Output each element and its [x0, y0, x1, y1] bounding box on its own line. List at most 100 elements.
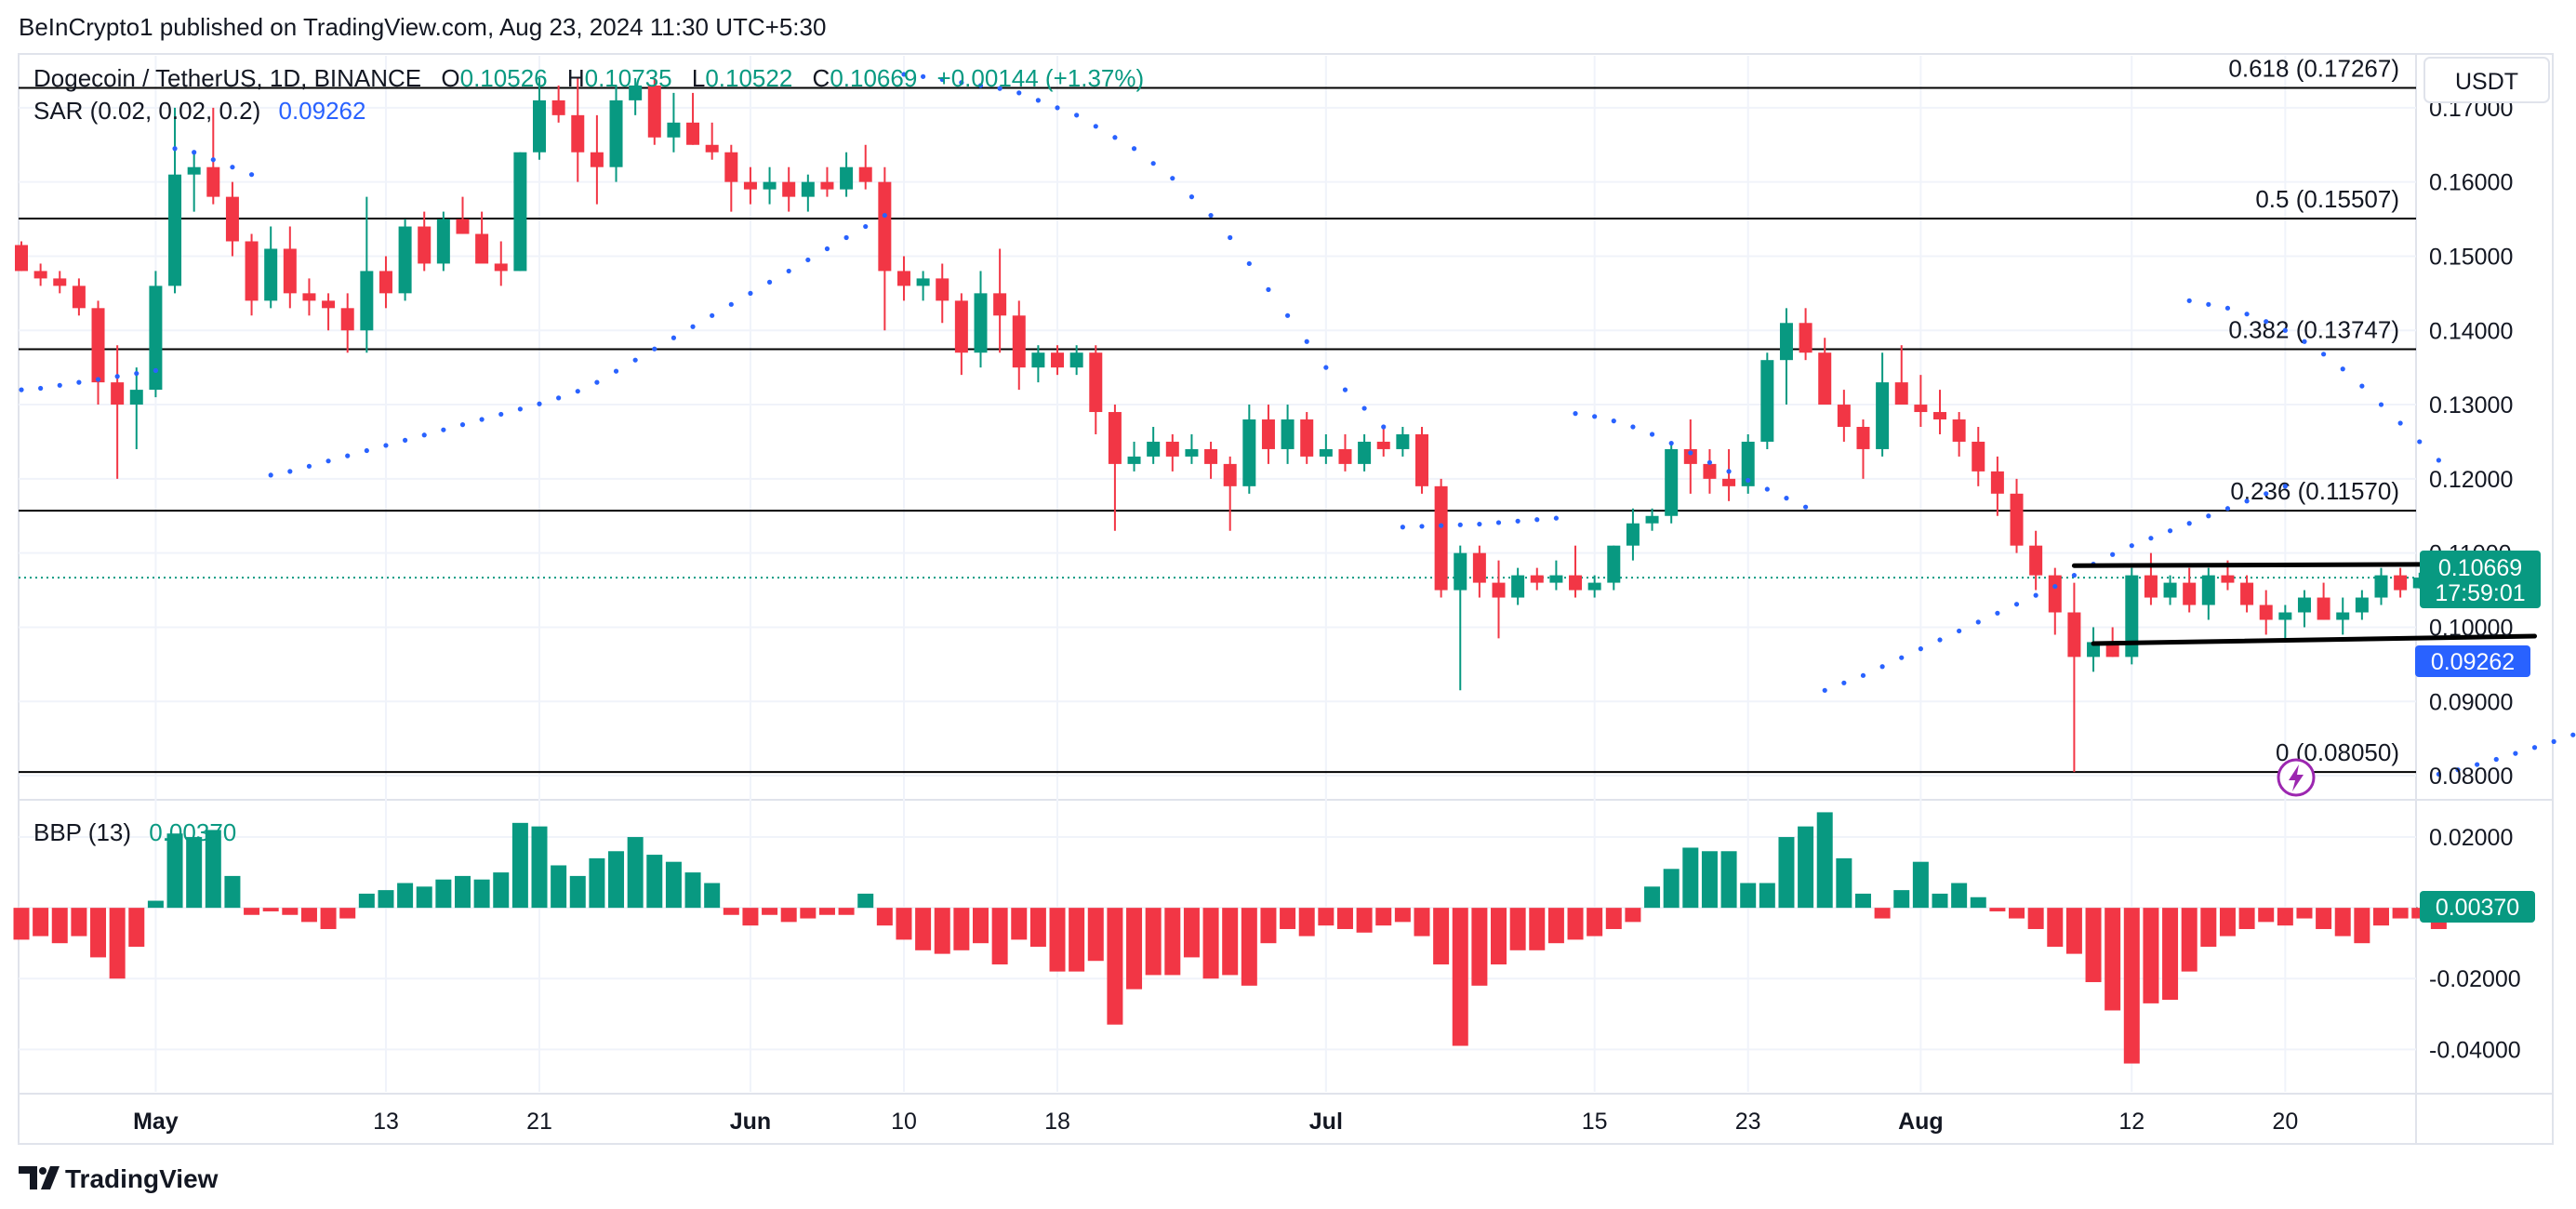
sar-dot [710, 312, 715, 318]
bbp-bar [2123, 908, 2140, 1064]
candle-body [2221, 575, 2235, 583]
bbp-bar [627, 837, 644, 909]
sar-dot [230, 165, 235, 170]
sar-dot [2340, 366, 2345, 372]
bbp-bar [1280, 908, 1296, 929]
bbp-bar [876, 908, 893, 926]
bbp-bar [2392, 908, 2409, 919]
bbp-axis-label: -0.02000 [2429, 966, 2521, 992]
candle-body [1876, 382, 1890, 449]
candle-body [1587, 582, 1601, 591]
bbp-bar [1529, 908, 1546, 950]
sar-dot [345, 453, 351, 458]
currency-button[interactable]: USDT [2423, 57, 2550, 103]
candle-body [1972, 441, 1985, 472]
bbp-bar [2219, 908, 2236, 937]
bbp-bar [1625, 908, 1641, 923]
candle-body [1683, 448, 1697, 464]
candle-body [1261, 419, 1275, 449]
bbp-bar [1260, 908, 1277, 944]
bbp-histogram [13, 812, 2524, 1064]
bbp-bar [742, 908, 759, 926]
svg-text:SAR (0.02, 0.02, 0.2) 0.09: SAR (0.02, 0.02, 0.2) 0.09262 [33, 97, 365, 125]
bbp-bar [1778, 837, 1795, 909]
sar-dot [2052, 583, 2058, 590]
candle-body [1492, 582, 1506, 598]
bbp-bar [454, 875, 471, 909]
time-axis-label: 15 [1582, 1109, 1608, 1135]
bbp-bar [1356, 908, 1373, 933]
sar-dot [1150, 161, 1156, 166]
bbp-bar [2296, 908, 2313, 919]
open-value: 0.10526 [460, 64, 548, 92]
sar-tag-value: 0.09262 [2431, 649, 2515, 675]
sar-dot [364, 447, 369, 454]
sar-dot [421, 432, 427, 438]
sar-dot [1112, 135, 1118, 140]
bbp-bar [128, 908, 145, 947]
bbp-bar [1298, 908, 1315, 937]
time-axis-label: 13 [373, 1109, 399, 1135]
sar-dot [2206, 301, 2211, 307]
time-axis-label: Jun [730, 1109, 771, 1135]
candle-body [360, 271, 374, 331]
candle-body [1818, 352, 1832, 405]
bbp-bar [1394, 908, 1411, 923]
candle-body [763, 181, 777, 190]
high-label: H [567, 64, 585, 92]
bbp-bar [2372, 908, 2389, 926]
candle-body [2029, 545, 2043, 576]
candle-body [2297, 597, 2311, 613]
candle-body [1338, 448, 1352, 464]
sar-dot [248, 172, 255, 178]
candle-body [667, 122, 681, 138]
bbp-bar [1893, 890, 1910, 909]
candle-body [2125, 575, 2139, 658]
sar-dot [1266, 286, 1271, 292]
bbp-bar [2027, 908, 2044, 929]
candle-body [782, 181, 796, 197]
candle-body [1779, 323, 1793, 361]
bbp-bar [147, 900, 164, 909]
sar-dot [1457, 522, 1463, 527]
sar-dot [2186, 521, 2192, 526]
candle-body [1089, 352, 1103, 413]
candle-body [168, 174, 182, 286]
bbp-value-tag: 0.00370 [2420, 891, 2535, 923]
time-axis-label: 10 [891, 1109, 917, 1135]
symbol-title: Dogecoin / TetherUS, 1D, BINANCE [33, 64, 421, 92]
time-axis-label: Jul [1309, 1109, 1343, 1135]
currency-button-label: USDT [2455, 69, 2518, 95]
candle-body [1127, 456, 1141, 464]
sar-dot [939, 76, 945, 83]
candle-body [1012, 315, 1026, 368]
sar-dot [728, 301, 734, 307]
publisher-line: BeInCrypto1 published on TradingView.com… [19, 13, 826, 41]
bbp-bar [818, 908, 835, 915]
bbp-bar [435, 879, 452, 909]
candle-body [1165, 441, 1179, 457]
sar-dot [1131, 146, 1137, 152]
sar-dot [192, 150, 197, 155]
sar-dot [1688, 450, 1693, 456]
lightning-icon[interactable] [2277, 758, 2316, 797]
bbp-bar [1567, 908, 1584, 940]
tradingview-logo[interactable]: TradingView [19, 1164, 219, 1193]
sar-dot [2264, 491, 2269, 497]
sar-dot [1246, 260, 1252, 267]
candle-body [513, 152, 527, 272]
sar-dot [498, 411, 504, 418]
tradingview-wordmark: TradingView [65, 1164, 219, 1193]
sar-dot [1918, 646, 1923, 652]
bbp-bar [1414, 908, 1430, 937]
candle-body [820, 181, 834, 190]
sar-dot [1304, 339, 1309, 344]
candle-body [2144, 575, 2158, 598]
candle-body [1147, 441, 1161, 457]
candle-body [551, 100, 565, 115]
bbp-bar [282, 908, 299, 915]
bbp-bar [1932, 893, 1948, 909]
candle-body [1530, 575, 1544, 583]
sar-dot [2493, 756, 2499, 763]
